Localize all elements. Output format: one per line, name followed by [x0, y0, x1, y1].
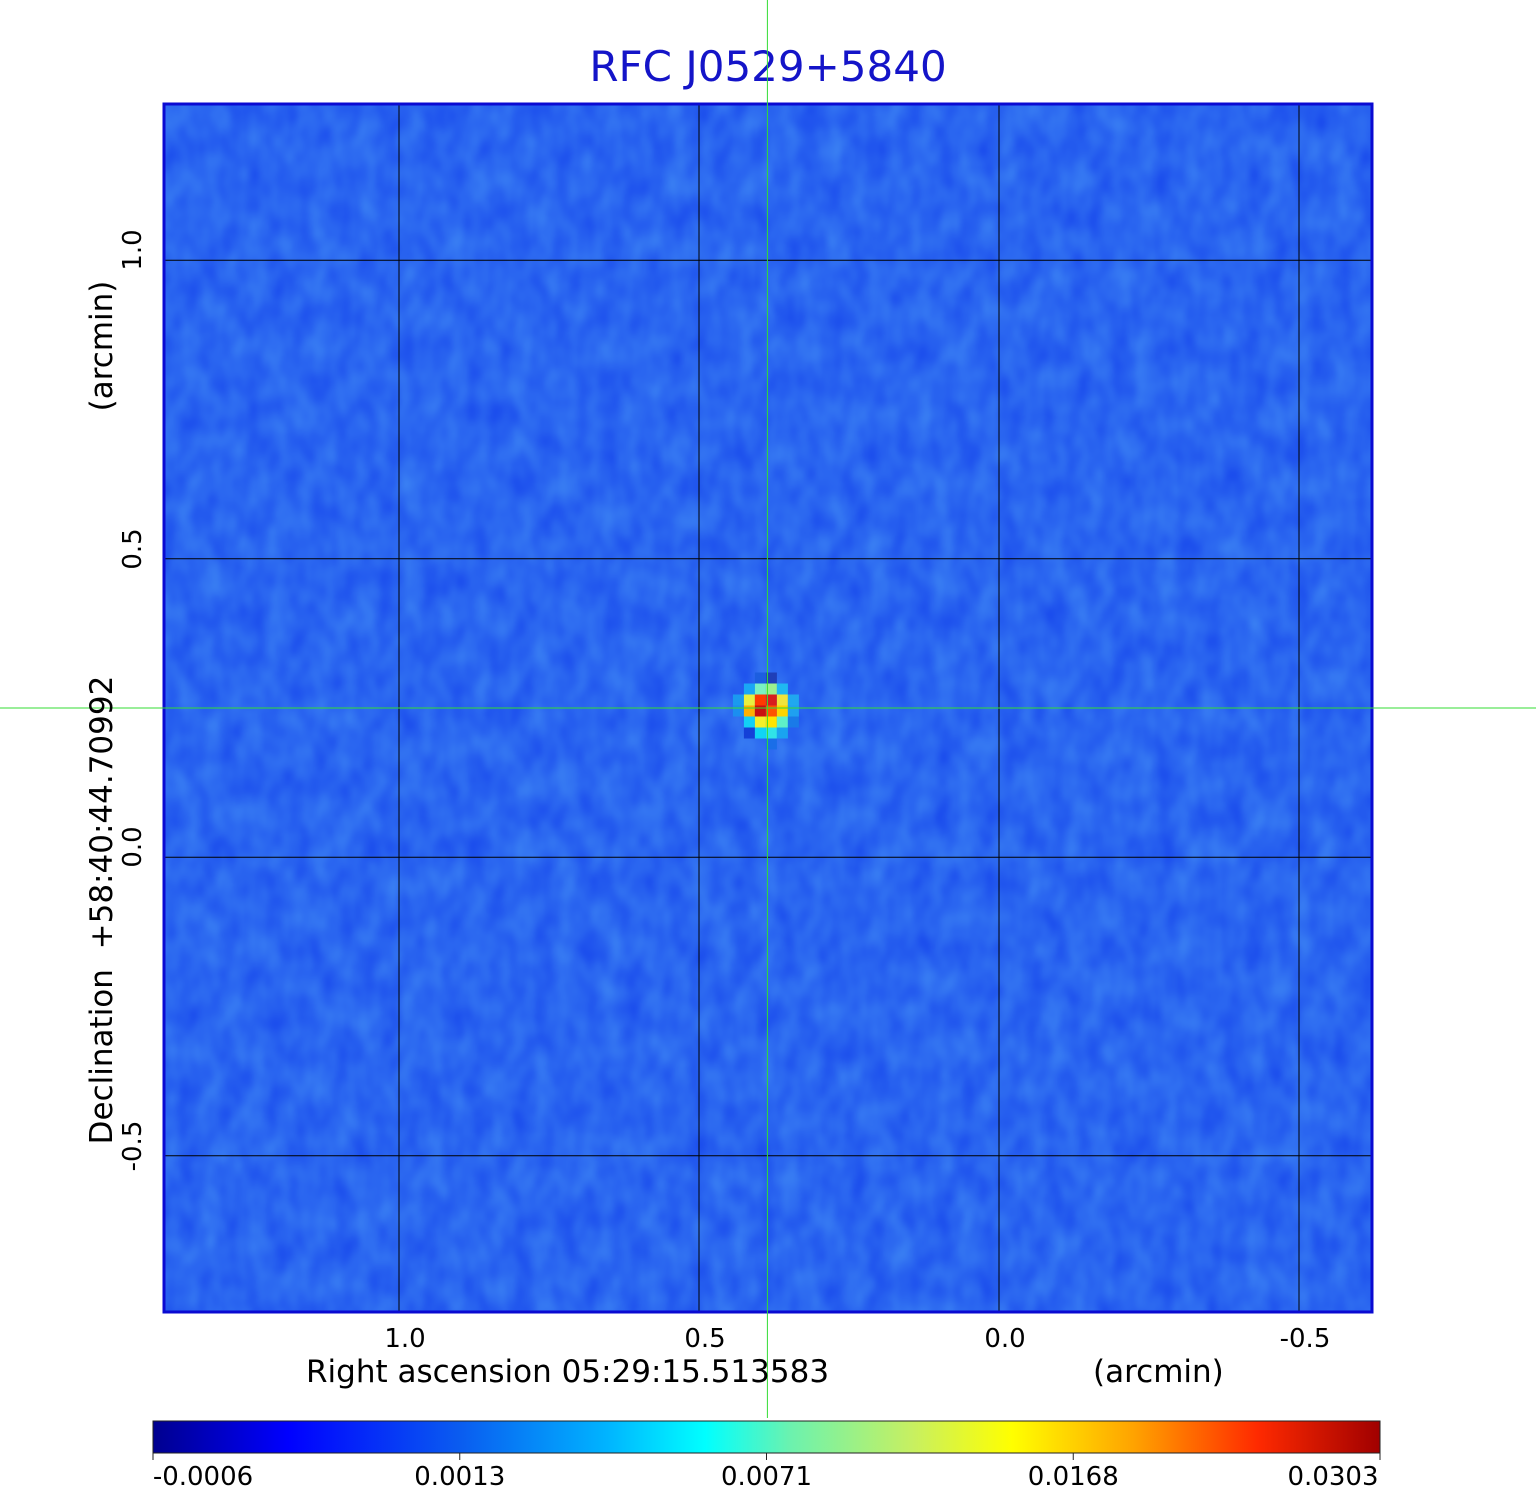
source-pixel-27 — [765, 738, 777, 750]
colorbar-tick-label-0: -0.0006 — [152, 1462, 254, 1492]
radio-source — [732, 672, 799, 750]
y-tick-label-1: 0.5 — [118, 528, 148, 570]
source-pixel-25 — [765, 727, 777, 739]
y-axis-label: Declination +58:40:44.70992 — [84, 675, 120, 1145]
chart-title: RFC J0529+5840 — [589, 42, 947, 91]
source-pixel-22 — [787, 716, 799, 728]
source-pixel-26 — [776, 727, 788, 739]
x-tick-label-1: 0.5 — [684, 1324, 726, 1354]
source-pixel-7 — [743, 694, 755, 706]
x-tick-label-2: 0.0 — [984, 1324, 1026, 1354]
y-tick-label-2: 0.0 — [118, 826, 148, 868]
x-axis-unit: (arcmin) — [1093, 1354, 1224, 1390]
colorbar-tick-label-2: 0.0071 — [721, 1462, 812, 1492]
x-axis-label: Right ascension 05:29:15.513583 — [306, 1354, 830, 1390]
source-pixel-8 — [754, 694, 766, 706]
colorbar-tick-label-3: 0.0168 — [1027, 1462, 1119, 1492]
source-pixel-0 — [754, 672, 766, 684]
source-pixel-19 — [754, 716, 766, 728]
source-pixel-23 — [743, 727, 755, 739]
source-pixel-13 — [743, 705, 755, 717]
colorbar-tick-marks — [152, 1453, 1381, 1460]
x-tick-label-0: 1.0 — [384, 1324, 426, 1354]
source-pixel-9 — [765, 694, 777, 706]
colorbar — [152, 1420, 1381, 1454]
source-pixel-6 — [732, 694, 744, 706]
y-tick-label-3: -0.5 — [118, 1120, 148, 1172]
source-pixel-4 — [765, 683, 777, 695]
crosshair — [0, 0, 1536, 1418]
source-pixel-3 — [754, 683, 766, 695]
source-pixel-15 — [765, 705, 777, 717]
y-tick-label-0: 1.0 — [118, 229, 148, 271]
source-pixel-14 — [754, 705, 766, 717]
source-pixel-11 — [787, 694, 799, 706]
source-pixel-5 — [776, 683, 788, 695]
source-pixel-12 — [732, 705, 744, 717]
source-pixel-18 — [743, 716, 755, 728]
source-pixel-20 — [765, 716, 777, 728]
x-tick-label-3: -0.5 — [1279, 1324, 1331, 1354]
source-pixel-21 — [776, 716, 788, 728]
source-pixel-17 — [787, 705, 799, 717]
source-pixel-10 — [776, 694, 788, 706]
colorbar-tick-label-1: 0.0013 — [414, 1462, 506, 1492]
source-pixel-24 — [754, 727, 766, 739]
y-axis-unit: (arcmin) — [84, 280, 120, 412]
colorbar-tick-label-4: 0.0303 — [1287, 1462, 1379, 1492]
source-pixel-2 — [743, 683, 755, 695]
source-pixel-1 — [765, 672, 777, 684]
source-pixel-16 — [776, 705, 788, 717]
